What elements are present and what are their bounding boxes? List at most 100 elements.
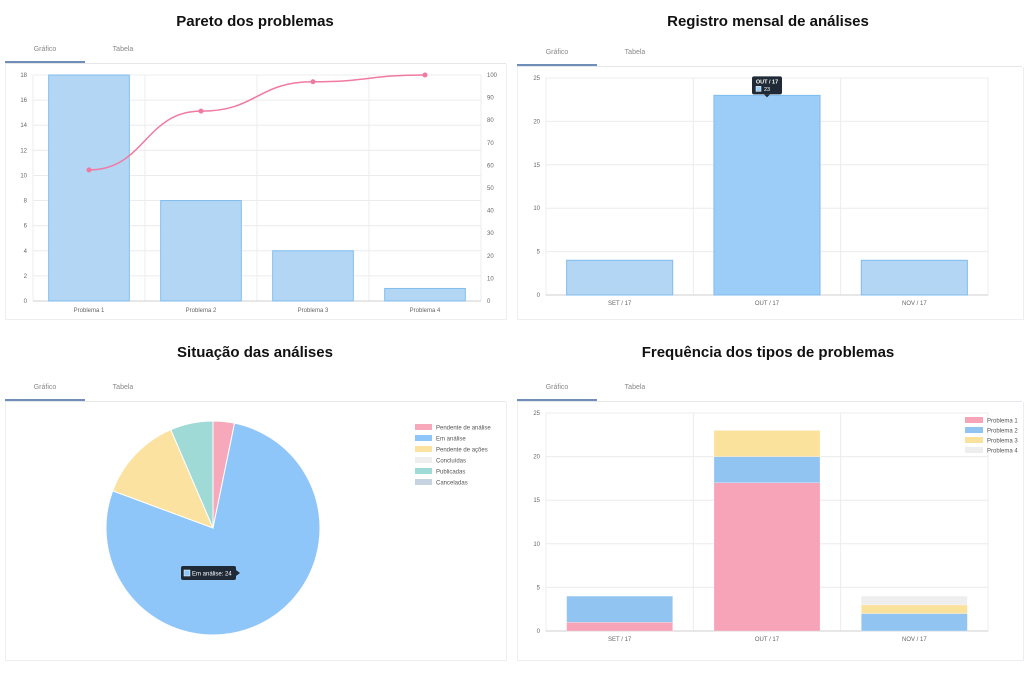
bar-segment — [713, 482, 821, 632]
x-tick-label: Problema 4 — [410, 308, 441, 314]
legend-label: Publicadas — [436, 470, 465, 476]
y-tick-label: 20 — [533, 119, 540, 125]
monthly-chart-area: 0 5 10 15 20 25 SET / 17 OUT / 17 NOV / 17 OUT / … — [517, 67, 1024, 320]
pareto-panel: Pareto dos problemas Gráfico Tabela 0 2 4 6… — [0, 0, 510, 330]
pareto-chart: 0 2 4 6 8 10 12 14 16 18 0 10 20 30 40 50 60 70 80 90 100 Pro… — [20, 72, 498, 314]
legend-swatch — [965, 437, 983, 443]
frequency-chart-area: 0 5 10 15 20 25 SET / 17 OUT / 17 NOV / 17 Proble… — [517, 402, 1024, 661]
y-tick-label: 10 — [533, 206, 540, 212]
y-tick-label: 6 — [24, 224, 28, 230]
y-tick-label: 25 — [533, 76, 540, 82]
y2-tick-label: 10 — [487, 276, 494, 282]
frequency-panel: Frequência dos tipos de problemas Gráfic… — [512, 338, 1024, 668]
y-tick-label: 10 — [20, 173, 27, 179]
status-chart: Pendente de análise Em análise Pendente de… — [105, 420, 491, 636]
x-tick-label: Problema 1 — [74, 308, 105, 314]
y-tick-label: 5 — [537, 585, 541, 591]
legend-swatch — [415, 457, 432, 463]
y-tick-label: 4 — [24, 249, 28, 255]
tooltip-arrow — [764, 94, 770, 98]
y-tick-label: 25 — [533, 411, 540, 417]
bar — [48, 74, 130, 302]
legend-label: Problema 4 — [987, 449, 1018, 455]
bar — [160, 200, 242, 302]
pareto-title: Pareto dos problemas — [176, 13, 334, 30]
tooltip-arrow — [236, 570, 240, 576]
legend-swatch — [415, 435, 432, 441]
y-tick-label: 20 — [533, 455, 540, 461]
y2-tick-label: 100 — [487, 73, 498, 79]
x-tick-label: Problema 2 — [186, 308, 217, 314]
y-tick-label: 0 — [537, 293, 541, 299]
x-tick-label: Problema 3 — [298, 308, 329, 314]
bar-segment — [713, 430, 821, 457]
bar — [713, 94, 821, 296]
status-tabs: Gráfico Tabela — [5, 381, 506, 402]
pie-slice — [105, 422, 321, 636]
tab-tabela[interactable]: Tabela — [112, 384, 134, 391]
y-tick-label: 0 — [24, 299, 28, 305]
tab-grafico[interactable]: Gráfico — [517, 381, 597, 401]
bar — [384, 287, 466, 302]
bar-segment — [713, 456, 821, 484]
legend-swatch — [965, 417, 983, 423]
legend-label: Problema 1 — [987, 419, 1018, 425]
legend-swatch — [415, 424, 432, 430]
frequency-chart: 0 5 10 15 20 25 SET / 17 OUT / 17 NOV / 17 Proble… — [533, 411, 1018, 643]
y-tick-label: 18 — [20, 73, 27, 79]
legend-label: Concluídas — [436, 459, 466, 465]
y2-tick-label: 20 — [487, 254, 494, 260]
x-tick-label: NOV / 17 — [902, 637, 927, 643]
bar-segment — [861, 595, 968, 606]
tooltip — [181, 566, 236, 580]
y-tick-label: 8 — [24, 199, 28, 205]
line-point — [86, 167, 92, 173]
legend-label: Em análise — [436, 437, 466, 443]
y-tick-label: 16 — [20, 98, 27, 104]
y-tick-label: 5 — [537, 250, 541, 256]
y-tick-label: 2 — [24, 274, 28, 280]
tab-tabela[interactable]: Tabela — [112, 46, 134, 53]
pie-slice — [112, 429, 214, 529]
pareto-chart-area: 0 2 4 6 8 10 12 14 16 18 0 10 20 30 40 50 60 70 80 90 100 Pro… — [5, 64, 507, 320]
bar — [860, 259, 968, 296]
legend-swatch — [415, 446, 432, 452]
legend-swatch — [965, 427, 983, 433]
y2-tick-label: 30 — [487, 231, 494, 237]
x-tick-label: OUT / 17 — [755, 637, 780, 643]
bar — [272, 250, 354, 302]
tab-tabela[interactable]: Tabela — [624, 384, 646, 391]
y-tick-label: 14 — [20, 123, 27, 129]
monthly-title: Registro mensal de análises — [667, 13, 869, 30]
monthly-chart: 0 5 10 15 20 25 SET / 17 OUT / 17 NOV / 17 OUT / … — [533, 76, 989, 307]
tooltip-swatch — [183, 569, 191, 577]
bar-segment — [566, 622, 673, 632]
frequency-title: Frequência dos tipos de problemas — [641, 344, 895, 361]
y2-tick-label: 0 — [487, 299, 491, 305]
tab-tabela[interactable]: Tabela — [624, 49, 646, 56]
cumulative-line — [88, 74, 426, 171]
x-tick-label: SET / 17 — [608, 301, 632, 307]
line-point — [422, 72, 428, 78]
legend-swatch — [415, 479, 432, 485]
y2-tick-label: 40 — [487, 209, 494, 215]
y-tick-label: 12 — [20, 148, 27, 154]
pareto-tabs: Gráfico Tabela — [5, 43, 506, 64]
tooltip-swatch — [755, 86, 762, 92]
tooltip-title: OUT / 17 — [756, 79, 778, 85]
bar-segment — [861, 604, 968, 614]
tab-grafico[interactable]: Gráfico — [517, 46, 597, 66]
tooltip-value: 23 — [764, 87, 770, 93]
y-tick-label: 0 — [537, 629, 541, 635]
tooltip-text: Em análise: 24 — [192, 572, 232, 578]
x-tick-label: NOV / 17 — [902, 301, 927, 307]
tab-grafico[interactable]: Gráfico — [5, 381, 85, 401]
y-tick-label: 15 — [533, 498, 540, 504]
tab-grafico[interactable]: Gráfico — [5, 43, 85, 63]
legend-swatch — [415, 468, 432, 474]
monthly-panel: Registro mensal de análises Gráfico Tabe… — [512, 0, 1024, 330]
status-panel: Situação das análises Gráfico Tabela Pen… — [0, 338, 510, 668]
legend-swatch — [965, 447, 983, 453]
legend-label: Canceladas — [436, 481, 468, 487]
monthly-tabs: Gráfico Tabela — [517, 46, 1022, 67]
